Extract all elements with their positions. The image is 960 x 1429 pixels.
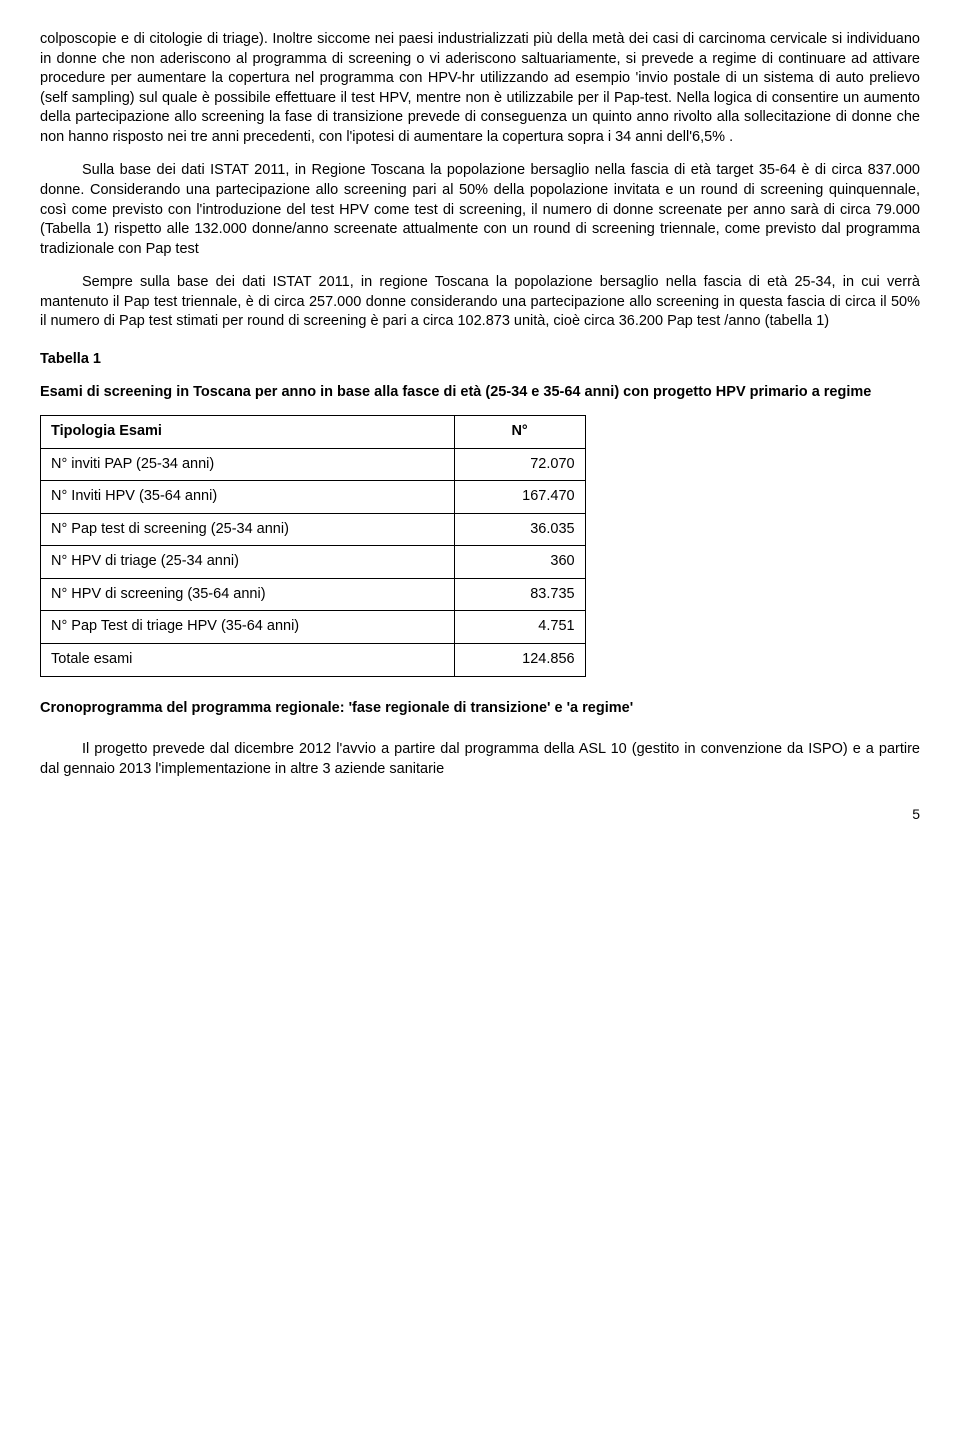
table-1: Tipologia Esami N° N° inviti PAP (25-34 … xyxy=(40,415,586,677)
table-header-row: Tipologia Esami N° xyxy=(41,416,586,449)
table-cell-value: 167.470 xyxy=(454,481,585,514)
paragraph-3: Sempre sulla base dei dati ISTAT 2011, i… xyxy=(40,273,920,332)
paragraph-4: Il progetto prevede dal dicembre 2012 l'… xyxy=(40,740,920,779)
table-row: N° Inviti HPV (35-64 anni) 167.470 xyxy=(41,481,586,514)
page-number: 5 xyxy=(40,805,920,824)
table-header-col2: N° xyxy=(454,416,585,449)
table-cell-label: N° HPV di screening (35-64 anni) xyxy=(41,578,455,611)
paragraph-1: colposcopie e di citologie di triage). I… xyxy=(40,30,920,147)
table-cell-label: N° HPV di triage (25-34 anni) xyxy=(41,546,455,579)
table-row: Totale esami 124.856 xyxy=(41,643,586,676)
table-row: N° HPV di triage (25-34 anni) 360 xyxy=(41,546,586,579)
table-1-label: Tabella 1 xyxy=(40,350,920,370)
table-1-caption: Esami di screening in Toscana per anno i… xyxy=(40,383,920,403)
document-page: colposcopie e di citologie di triage). I… xyxy=(0,0,960,864)
paragraph-2: Sulla base dei dati ISTAT 2011, in Regio… xyxy=(40,161,920,259)
table-cell-value: 36.035 xyxy=(454,513,585,546)
table-cell-value: 360 xyxy=(454,546,585,579)
cronoprogramma-title: Cronoprogramma del programma regionale: … xyxy=(40,699,920,719)
table-row: N° Pap test di screening (25-34 anni) 36… xyxy=(41,513,586,546)
table-cell-label: N° Pap Test di triage HPV (35-64 anni) xyxy=(41,611,455,644)
table-header-col1: Tipologia Esami xyxy=(41,416,455,449)
table-cell-value: 83.735 xyxy=(454,578,585,611)
table-cell-label: N° inviti PAP (25-34 anni) xyxy=(41,448,455,481)
table-cell-value: 72.070 xyxy=(454,448,585,481)
table-cell-value: 4.751 xyxy=(454,611,585,644)
table-row: N° HPV di screening (35-64 anni) 83.735 xyxy=(41,578,586,611)
table-cell-label: N° Inviti HPV (35-64 anni) xyxy=(41,481,455,514)
table-cell-label: N° Pap test di screening (25-34 anni) xyxy=(41,513,455,546)
table-cell-label: Totale esami xyxy=(41,643,455,676)
table-cell-value: 124.856 xyxy=(454,643,585,676)
table-row: N° Pap Test di triage HPV (35-64 anni) 4… xyxy=(41,611,586,644)
table-row: N° inviti PAP (25-34 anni) 72.070 xyxy=(41,448,586,481)
